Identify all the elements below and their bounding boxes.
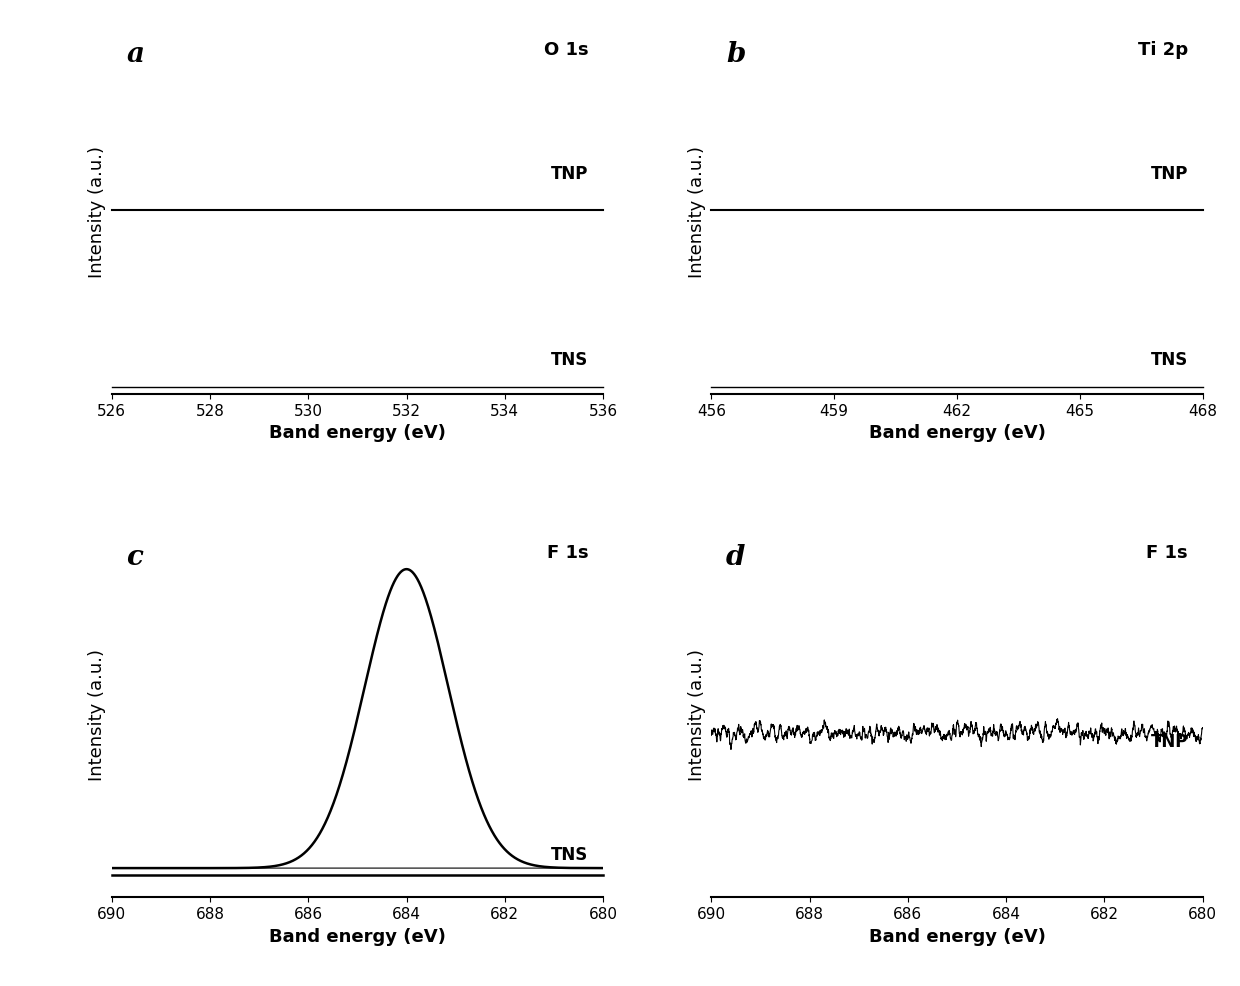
Text: TNP: TNP	[1151, 165, 1188, 182]
Text: b: b	[725, 40, 745, 67]
Text: F 1s: F 1s	[1147, 543, 1188, 562]
X-axis label: Band energy (eV): Band energy (eV)	[868, 424, 1045, 443]
Y-axis label: Intensity (a.u.): Intensity (a.u.)	[688, 649, 706, 781]
Y-axis label: Intensity (a.u.): Intensity (a.u.)	[88, 146, 107, 278]
Text: TNS: TNS	[551, 351, 589, 369]
Y-axis label: Intensity (a.u.): Intensity (a.u.)	[688, 146, 706, 278]
X-axis label: Band energy (eV): Band energy (eV)	[868, 928, 1045, 946]
Text: TNS: TNS	[551, 846, 589, 865]
Text: TNP: TNP	[1151, 734, 1188, 751]
Text: a: a	[126, 40, 144, 67]
Text: TNP: TNP	[551, 165, 589, 182]
Text: F 1s: F 1s	[547, 543, 589, 562]
Text: d: d	[725, 543, 745, 571]
Text: Ti 2p: Ti 2p	[1138, 40, 1188, 58]
X-axis label: Band energy (eV): Band energy (eV)	[269, 424, 446, 443]
Y-axis label: Intensity (a.u.): Intensity (a.u.)	[88, 649, 107, 781]
Text: TNS: TNS	[1151, 351, 1188, 369]
X-axis label: Band energy (eV): Band energy (eV)	[269, 928, 446, 946]
Text: O 1s: O 1s	[544, 40, 589, 58]
Text: c: c	[126, 543, 144, 571]
